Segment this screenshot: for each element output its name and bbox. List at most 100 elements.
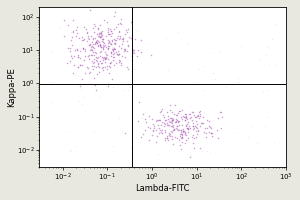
Point — [149, 133, 154, 137]
Point — [100, 46, 105, 49]
Point — [69, 30, 74, 33]
Point — [218, 111, 223, 114]
Point — [179, 135, 184, 138]
Point — [147, 115, 152, 118]
Point — [187, 112, 192, 116]
Point — [182, 115, 186, 118]
Point — [219, 127, 224, 130]
Point — [111, 60, 116, 63]
Point — [94, 72, 99, 76]
Point — [76, 65, 81, 69]
Point — [90, 54, 95, 57]
Point — [117, 30, 122, 34]
Point — [94, 41, 99, 44]
Point — [109, 43, 113, 46]
Point — [92, 42, 97, 45]
Point — [154, 127, 159, 130]
Point — [72, 48, 77, 51]
Point — [85, 30, 89, 33]
Point — [174, 126, 178, 129]
Point — [111, 55, 116, 58]
Point — [150, 130, 155, 133]
Point — [261, 89, 266, 92]
Point — [88, 43, 93, 46]
Point — [93, 42, 98, 45]
Point — [245, 135, 250, 138]
Point — [67, 62, 72, 65]
Point — [171, 127, 176, 130]
Point — [86, 55, 91, 58]
Point — [183, 113, 188, 116]
Point — [201, 121, 206, 124]
Point — [190, 110, 194, 113]
Point — [193, 115, 198, 119]
Point — [133, 37, 138, 40]
Point — [76, 53, 81, 57]
Point — [116, 22, 120, 25]
Point — [106, 82, 111, 85]
Point — [103, 65, 107, 69]
Point — [162, 129, 167, 132]
Point — [185, 126, 190, 129]
Point — [170, 124, 175, 127]
Point — [109, 30, 113, 33]
Point — [203, 126, 208, 129]
Point — [119, 84, 124, 87]
Point — [151, 122, 155, 126]
Point — [177, 124, 182, 127]
Point — [124, 40, 129, 43]
Point — [154, 119, 159, 122]
Point — [193, 126, 198, 129]
Point — [118, 37, 123, 40]
Point — [120, 37, 125, 41]
Point — [171, 129, 176, 132]
Point — [100, 39, 104, 42]
Point — [111, 49, 116, 52]
Point — [110, 77, 114, 80]
Point — [147, 139, 152, 142]
Point — [184, 123, 189, 126]
Point — [197, 147, 202, 150]
Point — [192, 127, 197, 130]
Point — [170, 137, 175, 141]
Point — [178, 128, 183, 132]
Point — [191, 121, 196, 124]
Point — [117, 116, 122, 119]
Point — [110, 85, 115, 88]
Point — [196, 117, 201, 120]
Point — [181, 129, 185, 132]
Point — [198, 122, 203, 125]
Point — [110, 145, 115, 148]
Point — [97, 32, 102, 35]
Point — [98, 35, 103, 38]
Point — [79, 35, 84, 38]
Point — [74, 49, 79, 52]
Point — [58, 25, 63, 29]
Point — [185, 42, 190, 45]
Point — [78, 63, 83, 66]
Point — [272, 140, 277, 144]
Point — [167, 123, 171, 126]
Point — [273, 63, 278, 66]
Point — [116, 34, 121, 37]
Point — [86, 34, 91, 37]
Point — [104, 55, 109, 59]
Point — [182, 118, 187, 121]
Point — [162, 118, 167, 121]
Point — [72, 63, 76, 66]
Point — [118, 47, 123, 50]
Point — [195, 114, 200, 117]
Point — [76, 37, 81, 40]
Point — [183, 139, 188, 142]
Point — [99, 50, 103, 53]
Point — [182, 132, 187, 135]
Point — [76, 75, 80, 78]
Point — [70, 56, 75, 59]
Point — [92, 47, 96, 50]
Point — [111, 63, 116, 67]
Point — [237, 80, 242, 84]
Point — [70, 19, 75, 22]
Point — [102, 44, 107, 47]
Point — [120, 37, 125, 40]
Point — [189, 154, 194, 157]
